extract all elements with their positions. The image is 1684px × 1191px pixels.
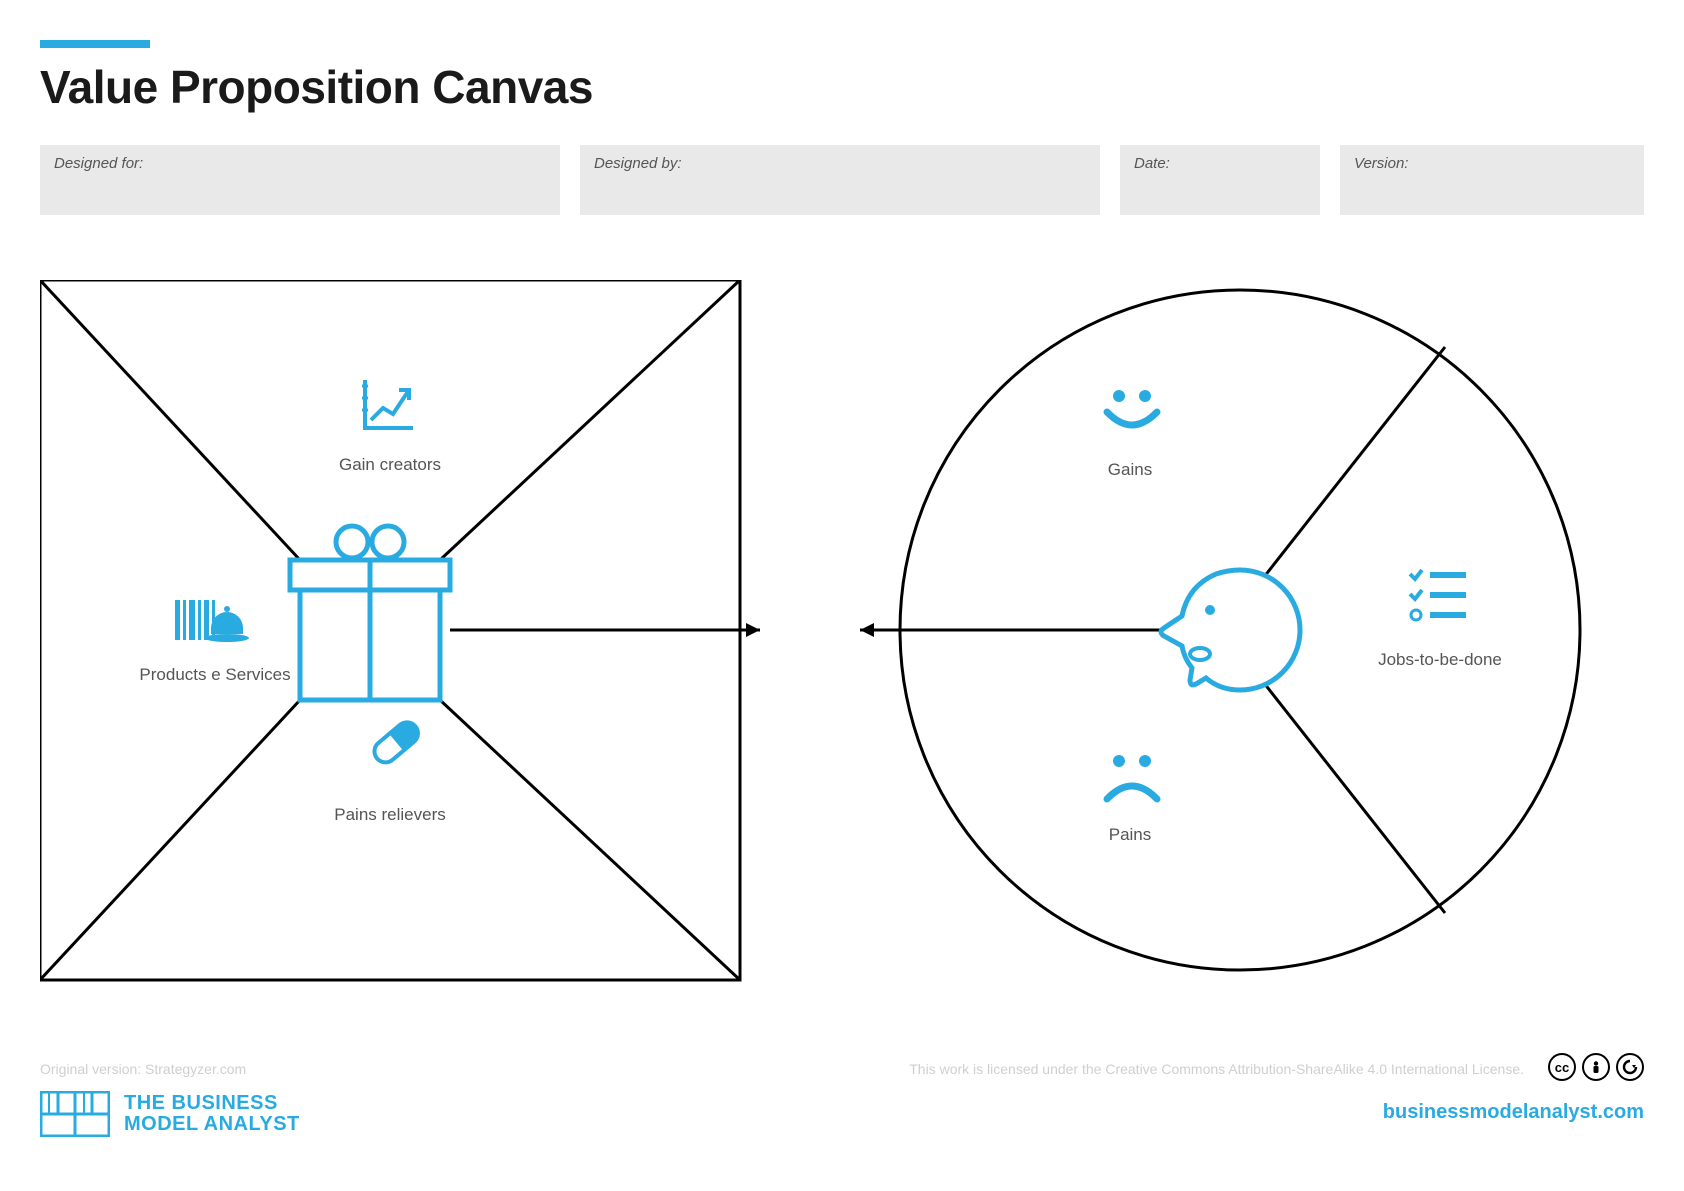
meta-version: Version:	[1340, 145, 1644, 215]
cc-badges: cc	[1548, 1053, 1644, 1081]
brand-logo-icon	[40, 1091, 110, 1137]
credit-original: Original version: Strategyzer.com	[40, 1061, 246, 1077]
site-link[interactable]: businessmodelanalyst.com	[1383, 1101, 1644, 1124]
brand: THE BUSINESS MODEL ANALYST	[40, 1091, 300, 1137]
checklist-icon	[1410, 570, 1466, 620]
products-services-label: Products e Services	[139, 665, 290, 684]
jobs-label: Jobs-to-be-done	[1378, 650, 1502, 669]
title-accent-bar	[40, 40, 150, 48]
meta-designed-for-label: Designed for:	[54, 155, 143, 172]
brand-text: THE BUSINESS MODEL ANALYST	[124, 1093, 300, 1135]
meta-date-label: Date:	[1134, 155, 1170, 172]
pain-relievers-label: Pains relievers	[334, 805, 446, 824]
gain-creators-label: Gain creators	[339, 455, 441, 474]
value-proposition-diagram: Gain creators	[40, 280, 1644, 1000]
cc-badge-sa	[1616, 1053, 1644, 1081]
page-title: Value Proposition Canvas	[40, 60, 593, 114]
brand-line2: MODEL ANALYST	[124, 1114, 300, 1135]
cc-badge-by	[1582, 1053, 1610, 1081]
meta-row: Designed for: Designed by: Date: Version…	[40, 145, 1644, 215]
cc-badge-cc: cc	[1548, 1053, 1576, 1081]
gains-label: Gains	[1108, 460, 1152, 479]
frown-icon	[1107, 755, 1157, 799]
chart-up-icon	[362, 380, 413, 428]
smile-icon	[1107, 390, 1157, 425]
meta-designed-by: Designed by:	[580, 145, 1100, 215]
pill-icon	[370, 718, 422, 767]
customer-segment-circle: Gains Pains Jobs-to-be-done	[900, 290, 1580, 970]
meta-designed-for: Designed for:	[40, 145, 560, 215]
meta-designed-by-label: Designed by:	[594, 155, 682, 172]
pains-label: Pains	[1109, 825, 1152, 844]
footer: Original version: Strategyzer.com This w…	[40, 1061, 1644, 1161]
brand-line1: THE BUSINESS	[124, 1093, 300, 1114]
meta-version-label: Version:	[1354, 155, 1408, 172]
meta-date: Date:	[1120, 145, 1320, 215]
face-profile-icon	[1161, 570, 1300, 690]
barcode-bell-icon	[175, 600, 249, 642]
gift-icon	[290, 526, 450, 700]
license-text: This work is licensed under the Creative…	[909, 1061, 1524, 1077]
